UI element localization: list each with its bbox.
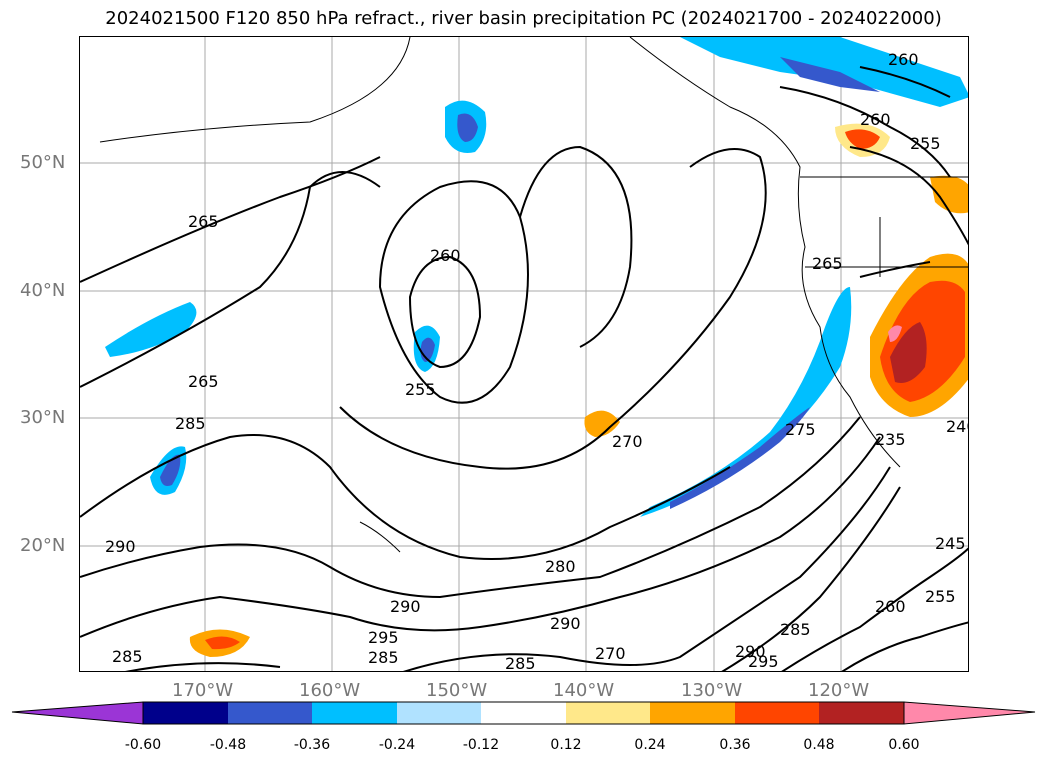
contour-label: 290 — [390, 597, 421, 616]
contour-label: 255 — [910, 134, 941, 153]
contour-label: 295 — [748, 652, 779, 671]
contour-label: 285 — [112, 647, 143, 666]
contour-label: 265 — [188, 372, 219, 391]
colorbar-bin — [566, 702, 650, 724]
orange-patch-mid — [584, 410, 620, 437]
map-panel: 260 260 255 265 260 265 265 285 255 270 … — [79, 36, 969, 672]
contour-label: 270 — [595, 644, 626, 663]
contour-label: 255 — [925, 587, 956, 606]
contour-label: 285 — [368, 648, 399, 667]
contour-label: 245 — [935, 534, 966, 553]
colorbar-tick: -0.36 — [293, 737, 331, 753]
colorbar-tick: 0.36 — [719, 737, 751, 753]
contour-label: 235 — [875, 430, 906, 449]
contour-label: 260 — [888, 50, 919, 69]
blue-band-frontal — [640, 287, 852, 517]
colorbar-tick: 0.48 — [803, 737, 835, 753]
contour-label: 270 — [612, 432, 643, 451]
precip-shading — [105, 37, 968, 657]
colorbar-tick: -0.48 — [209, 737, 247, 753]
contour-label: 260 — [860, 110, 891, 129]
colorbar-tick: 0.12 — [550, 737, 582, 753]
lon-label-170w: 170°W — [172, 680, 234, 701]
blue-blob-west — [105, 302, 197, 357]
colorbar-bin — [312, 702, 397, 724]
colorbar-extend-high — [903, 701, 1036, 725]
contour-label: 240 — [946, 417, 969, 436]
colorbar-bin — [143, 702, 228, 724]
contour-label: 285 — [175, 414, 206, 433]
lon-label-140w: 140°W — [553, 680, 615, 701]
refractivity-contours — [80, 66, 968, 671]
lat-label-40n: 40°N — [20, 280, 66, 301]
colorbar-bin — [819, 702, 904, 724]
lon-label-130w: 130°W — [681, 680, 743, 701]
contour-label-group: 260 260 255 265 260 265 265 285 255 270 … — [105, 50, 969, 672]
colorbar-bin — [228, 702, 312, 724]
coastlines — [99, 37, 968, 553]
colorbar-tick: 0.24 — [634, 737, 666, 753]
lat-label-20n: 20°N — [20, 535, 66, 556]
contour-label: 255 — [405, 380, 436, 399]
contour-label: 265 — [812, 254, 843, 273]
lat-label-30n: 30°N — [20, 407, 66, 428]
colorbar-bin — [397, 702, 481, 724]
map-title: 2024021500 F120 850 hPa refract., river … — [105, 8, 942, 29]
colorbar-bin — [650, 702, 735, 724]
colorbar-bin — [735, 702, 819, 724]
contour-label: 285 — [780, 620, 811, 639]
colorbar-tick: -0.24 — [378, 737, 416, 753]
colorbar-tick: 0.60 — [888, 737, 920, 753]
contour-label: 260 — [430, 246, 461, 265]
colorbar-tick: -0.12 — [462, 737, 500, 753]
contour-label: 290 — [550, 614, 581, 633]
colorbar-extend-low — [11, 701, 144, 725]
contour-label: 280 — [545, 557, 576, 576]
contour-label: 260 — [875, 597, 906, 616]
contour-label: 290 — [105, 537, 136, 556]
yellow-patch-ne — [930, 175, 968, 214]
colorbar-bin — [481, 702, 566, 724]
map-canvas: 260 260 255 265 260 265 265 285 255 270 … — [80, 37, 969, 672]
colorbar — [11, 701, 1036, 725]
contour-label: 295 — [368, 628, 399, 647]
lat-label-50n: 50°N — [20, 152, 66, 173]
contour-label: 285 — [505, 654, 536, 672]
lon-label-120w: 120°W — [808, 680, 870, 701]
contour-label: 290 — [735, 642, 766, 661]
contour-label: 265 — [188, 212, 219, 231]
lon-label-150w: 150°W — [426, 680, 488, 701]
colorbar-tick: -0.60 — [124, 737, 162, 753]
contour-label: 275 — [785, 420, 816, 439]
lon-label-160w: 160°W — [299, 680, 361, 701]
